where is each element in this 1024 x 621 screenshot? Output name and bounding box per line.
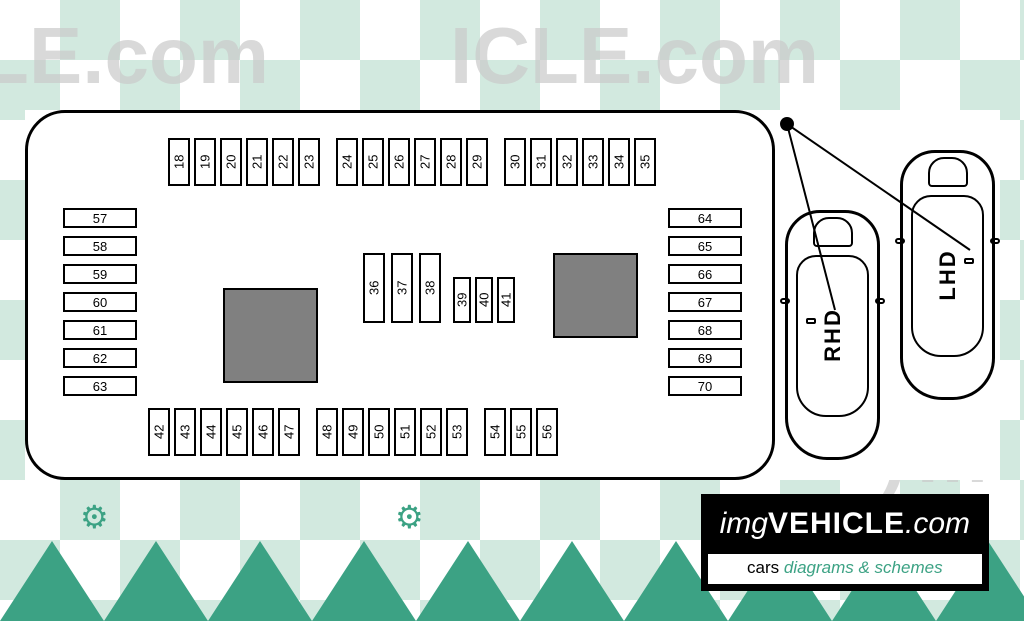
fuse-37: 37 — [391, 253, 413, 323]
fuse-53: 53 — [446, 408, 468, 456]
fuse-39: 39 — [453, 277, 471, 323]
fuse-19: 19 — [194, 138, 216, 186]
fuse-43: 43 — [174, 408, 196, 456]
fuse-54: 54 — [484, 408, 506, 456]
fuse-67: 67 — [668, 292, 742, 312]
badge-subtitle: cars diagrams & schemes — [701, 554, 989, 591]
fuse-70: 70 — [668, 376, 742, 396]
fuse-42: 42 — [148, 408, 170, 456]
fuse-56: 56 — [536, 408, 558, 456]
fuse-26: 26 — [388, 138, 410, 186]
fuse-64: 64 — [668, 208, 742, 228]
relay-block — [553, 253, 638, 338]
fuse-49: 49 — [342, 408, 364, 456]
fuse-28: 28 — [440, 138, 462, 186]
fuse-21: 21 — [246, 138, 268, 186]
fuse-20: 20 — [220, 138, 242, 186]
fuse-panel: 181920212223 242526272829 303132333435 4243… — [25, 110, 775, 480]
fuse-66: 66 — [668, 264, 742, 284]
relay-block — [223, 288, 318, 383]
fuse-22: 22 — [272, 138, 294, 186]
fuse-25: 25 — [362, 138, 384, 186]
fuse-41: 41 — [497, 277, 515, 323]
fuse-29: 29 — [466, 138, 488, 186]
fuse-36: 36 — [363, 253, 385, 323]
fuse-59: 59 — [63, 264, 137, 284]
fuse-32: 32 — [556, 138, 578, 186]
fuse-34: 34 — [608, 138, 630, 186]
fuse-57: 57 — [63, 208, 137, 228]
fuse-27: 27 — [414, 138, 436, 186]
fuse-30: 30 — [504, 138, 526, 186]
callout-lines — [775, 110, 1005, 370]
fuse-50: 50 — [368, 408, 390, 456]
watermark-text: ICLE.com — [450, 10, 819, 102]
fuse-61: 61 — [63, 320, 137, 340]
fuse-45: 45 — [226, 408, 248, 456]
fuse-51: 51 — [394, 408, 416, 456]
fuse-18: 18 — [168, 138, 190, 186]
site-badge: imgVEHICLE.com cars diagrams & schemes — [701, 494, 989, 591]
fuse-55: 55 — [510, 408, 532, 456]
fuse-65: 65 — [668, 236, 742, 256]
badge-main: imgVEHICLE.com — [701, 494, 989, 554]
fuse-52: 52 — [420, 408, 442, 456]
fuse-33: 33 — [582, 138, 604, 186]
fuse-47: 47 — [278, 408, 300, 456]
fuse-23: 23 — [298, 138, 320, 186]
fuse-31: 31 — [530, 138, 552, 186]
fuse-38: 38 — [419, 253, 441, 323]
fuse-58: 58 — [63, 236, 137, 256]
fuse-63: 63 — [63, 376, 137, 396]
fuse-68: 68 — [668, 320, 742, 340]
fuse-44: 44 — [200, 408, 222, 456]
fuse-35: 35 — [634, 138, 656, 186]
fuse-69: 69 — [668, 348, 742, 368]
fuse-40: 40 — [475, 277, 493, 323]
fuse-diagram-container: 181920212223 242526272829 303132333435 4243… — [25, 110, 1000, 480]
fuse-24: 24 — [336, 138, 358, 186]
fuse-48: 48 — [316, 408, 338, 456]
watermark-text: ICLE.com — [0, 10, 269, 102]
fuse-46: 46 — [252, 408, 274, 456]
fuse-62: 62 — [63, 348, 137, 368]
fuse-60: 60 — [63, 292, 137, 312]
